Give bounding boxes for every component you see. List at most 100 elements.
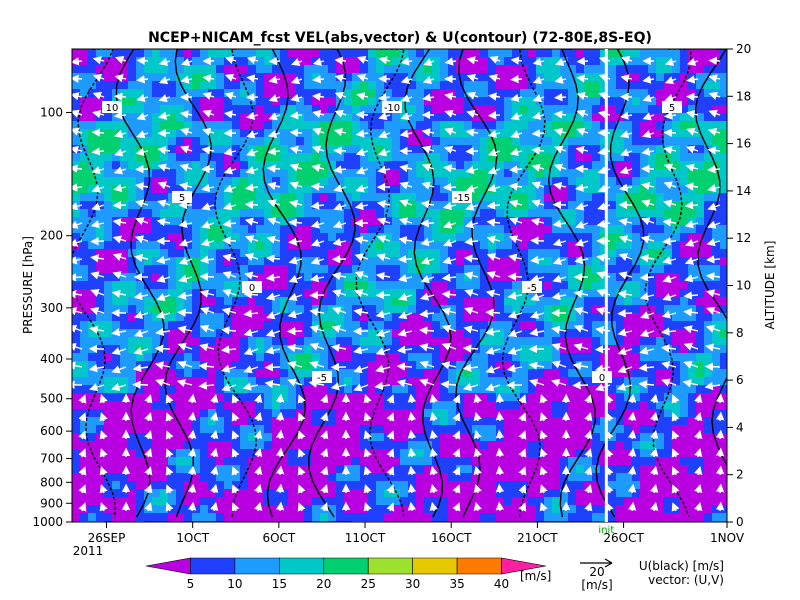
shading-cell — [88, 481, 96, 489]
shading-cell — [88, 153, 96, 161]
shading-cell — [360, 377, 368, 385]
shading-cell — [272, 369, 280, 377]
shading-cell — [448, 105, 456, 113]
shading-cell — [536, 353, 544, 361]
shading-cell — [136, 385, 144, 393]
shading-cell — [192, 97, 200, 105]
shading-cell — [176, 313, 184, 321]
shading-cell — [344, 241, 352, 249]
shading-cell — [448, 337, 456, 345]
shading-cell — [456, 329, 464, 337]
shading-cell — [600, 313, 608, 321]
shading-cell — [704, 337, 712, 345]
shading-cell — [416, 249, 424, 257]
shading-cell — [512, 65, 520, 73]
shading-cell — [224, 481, 232, 489]
shading-cell — [104, 505, 112, 513]
shading-cell — [144, 441, 152, 449]
shading-cell — [464, 281, 472, 289]
shading-cell — [688, 321, 696, 329]
shading-cell — [296, 185, 304, 193]
shading-cell — [568, 449, 576, 457]
shading-cell — [680, 201, 688, 209]
shading-cell — [496, 353, 504, 361]
shading-cell — [440, 129, 448, 137]
shading-cell — [208, 337, 216, 345]
shading-cell — [672, 241, 680, 249]
shading-cell — [520, 497, 528, 505]
shading-cell — [592, 425, 600, 433]
shading-cell — [200, 209, 208, 217]
shading-cell — [280, 145, 288, 153]
shading-cell — [136, 505, 144, 513]
shading-cell — [80, 169, 88, 177]
shading-cell — [328, 265, 336, 273]
shading-cell — [400, 289, 408, 297]
shading-cell — [544, 497, 552, 505]
shading-cell — [104, 73, 112, 81]
shading-cell — [648, 145, 656, 153]
shading-cell — [664, 281, 672, 289]
shading-cell — [544, 217, 552, 225]
shading-cell — [96, 441, 104, 449]
shading-cell — [608, 185, 616, 193]
shading-cell — [120, 505, 128, 513]
shading-cell — [136, 497, 144, 505]
shading-cell — [712, 137, 720, 145]
shading-cell — [120, 433, 128, 441]
shading-cell — [432, 129, 440, 137]
shading-cell — [144, 145, 152, 153]
shading-cell — [456, 257, 464, 265]
shading-cell — [248, 193, 256, 201]
shading-cell — [720, 249, 727, 257]
shading-cell — [168, 105, 176, 113]
shading-cell — [384, 233, 392, 241]
shading-cell — [360, 209, 368, 217]
shading-cell — [416, 353, 424, 361]
shading-cell — [568, 89, 576, 97]
shading-cell — [680, 473, 688, 481]
shading-cell — [408, 225, 416, 233]
shading-cell — [616, 393, 624, 401]
shading-cell — [560, 233, 568, 241]
shading-cell — [536, 153, 544, 161]
shading-cell — [648, 425, 656, 433]
shading-cell — [640, 505, 648, 513]
shading-cell — [336, 481, 344, 489]
shading-cell — [456, 305, 464, 313]
shading-cell — [208, 369, 216, 377]
shading-cell — [392, 505, 400, 513]
shading-cell — [560, 425, 568, 433]
shading-cell — [304, 233, 312, 241]
shading-cell — [424, 193, 432, 201]
shading-cell — [368, 217, 376, 225]
shading-cell — [368, 169, 376, 177]
shading-cell — [456, 321, 464, 329]
shading-cell — [96, 273, 104, 281]
shading-cell — [400, 121, 408, 129]
shading-cell — [536, 457, 544, 465]
shading-cell — [688, 457, 696, 465]
shading-cell — [216, 65, 224, 73]
shading-cell — [248, 433, 256, 441]
shading-cell — [512, 417, 520, 425]
shading-cell — [240, 105, 248, 113]
shading-cell — [104, 513, 112, 521]
shading-cell — [144, 89, 152, 97]
shading-cell — [160, 457, 168, 465]
shading-cell — [312, 105, 320, 113]
shading-cell — [688, 353, 696, 361]
shading-cell — [536, 241, 544, 249]
shading-cell — [184, 265, 192, 273]
shading-cell — [560, 145, 568, 153]
shading-cell — [336, 457, 344, 465]
shading-cell — [144, 113, 152, 121]
shading-cell — [424, 265, 432, 273]
shading-cell — [336, 225, 344, 233]
shading-cell — [704, 81, 712, 89]
shading-cell — [472, 401, 480, 409]
shading-cell — [456, 97, 464, 105]
shading-cell — [320, 105, 328, 113]
shading-cell — [288, 105, 296, 113]
shading-cell — [480, 425, 488, 433]
